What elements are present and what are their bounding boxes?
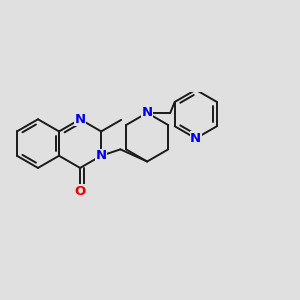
Text: N: N bbox=[96, 149, 107, 162]
Text: N: N bbox=[75, 113, 86, 126]
Text: N: N bbox=[142, 106, 153, 119]
Text: O: O bbox=[74, 184, 86, 197]
Text: N: N bbox=[190, 132, 201, 145]
